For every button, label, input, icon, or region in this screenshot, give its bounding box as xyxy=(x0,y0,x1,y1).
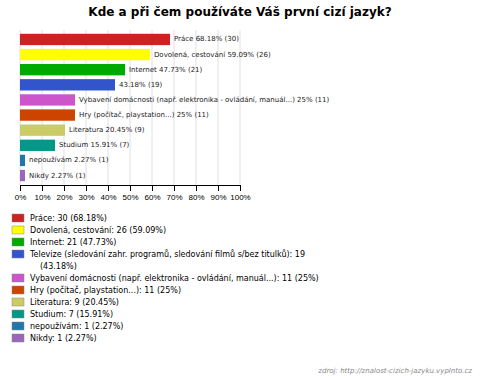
tick-label: 20% xyxy=(56,193,72,202)
tick: 50% xyxy=(122,185,138,202)
bar-label: 43.18% (19) xyxy=(119,81,163,89)
legend-item: nepoužívám: 1 (2.27%) xyxy=(12,322,123,331)
legend-label: Práce: 30 (68.18%) xyxy=(30,214,107,223)
tick-label: 30% xyxy=(78,193,94,202)
legend-swatch xyxy=(12,334,24,342)
bar-label: Hry (počítač, playstation...) 25% (11) xyxy=(79,111,209,119)
source: zdroj: http://znalost-cizich-jazyku.vypl… xyxy=(317,367,472,375)
tick-mark xyxy=(240,185,241,191)
legend-item: Vybavení domácnosti (např. elektronika -… xyxy=(12,274,319,283)
legend-swatch xyxy=(12,214,24,222)
tick-label: 10% xyxy=(34,193,50,202)
legend-label: Vybavení domácnosti (např. elektronika -… xyxy=(30,274,319,283)
axis-line xyxy=(21,186,241,192)
tick: 40% xyxy=(100,185,116,202)
legend-item: Internet: 21 (47.73%) xyxy=(12,238,116,247)
bar xyxy=(20,109,75,120)
tick-label: 0% xyxy=(15,193,27,202)
legend-swatch xyxy=(12,310,24,318)
bar xyxy=(20,49,150,60)
tick: 100% xyxy=(230,185,250,202)
bar-labels: Práce 68.18% (30) Dovolená, cestování 59.… xyxy=(29,35,330,179)
bars xyxy=(20,34,170,181)
tick: 80% xyxy=(188,185,204,202)
tick-mark xyxy=(20,185,21,191)
legend-swatch xyxy=(12,238,24,246)
tick: 30% xyxy=(78,185,94,202)
legend-label: nepoužívám: 1 (2.27%) xyxy=(30,322,123,331)
bar xyxy=(20,140,55,151)
tick-label: 40% xyxy=(100,193,116,202)
plot: Práce 68.18% (30) Dovolená, cestování 59.… xyxy=(15,30,330,202)
chart: Kde a při čem používáte Váš první cizí j… xyxy=(0,0,480,379)
legend-swatch xyxy=(12,322,24,330)
bar-label: Vybavení domácnosti (např. elektronika -… xyxy=(79,96,330,104)
legend-swatch xyxy=(12,250,24,258)
legend-item: Dovolená, cestování: 26 (59.09%) xyxy=(12,226,166,235)
legend-item: Studium: 7 (15.91%) xyxy=(12,310,113,319)
bar xyxy=(20,79,115,90)
legend-label: Studium: 7 (15.91%) xyxy=(30,310,113,319)
bar-label: Literatura 20.45% (9) xyxy=(69,126,145,134)
bar-label: Studium 15.91% (7) xyxy=(59,141,130,149)
legend-label: Televize (sledování zahr. programů, sled… xyxy=(29,249,305,271)
legend-label: Nikdy: 1 (2.27%) xyxy=(30,334,97,343)
title: Kde a při čem používáte Váš první cizí j… xyxy=(88,5,391,19)
legend-item: Práce: 30 (68.18%) xyxy=(12,214,107,223)
tick: 20% xyxy=(56,185,72,202)
bar xyxy=(20,34,170,45)
legend-label: Literatura: 9 (20.45%) xyxy=(30,298,119,307)
legend-swatch xyxy=(12,298,24,306)
legend-item: Literatura: 9 (20.45%) xyxy=(12,298,119,307)
tick: 10% xyxy=(34,185,50,202)
bar xyxy=(20,125,65,136)
legend-label: Dovolená, cestování: 26 (59.09%) xyxy=(30,226,166,235)
legend: Práce: 30 (68.18%) Dovolená, cestování: 2… xyxy=(12,214,319,343)
tick-mark xyxy=(86,185,87,191)
tick-mark xyxy=(152,185,153,191)
bar xyxy=(20,94,75,105)
legend-item: Televize (sledování zahr. programů, sled… xyxy=(12,249,305,271)
legend-item: Hry (počítač, playstation...): 11 (25%) xyxy=(12,285,181,295)
tick: 90% xyxy=(210,185,226,202)
legend-item: Nikdy: 1 (2.27%) xyxy=(12,334,97,343)
bar-label: Práce 68.18% (30) xyxy=(174,35,239,43)
tick-label: 100% xyxy=(230,193,250,202)
grid-line xyxy=(152,30,153,185)
bar-label: nepoužívám 2.27% (1) xyxy=(29,156,109,164)
tick-label: 70% xyxy=(166,193,182,202)
tick-mark xyxy=(218,185,219,191)
tick-mark xyxy=(196,185,197,191)
bar xyxy=(20,64,125,75)
tick-label: 90% xyxy=(210,193,226,202)
tick: 70% xyxy=(166,185,182,202)
legend-label: Internet: 21 (47.73%) xyxy=(30,238,116,247)
tick-label: 50% xyxy=(122,193,138,202)
bar-label: Dovolená, cestování 59.09% (26) xyxy=(154,51,271,59)
tick: 0% xyxy=(15,185,27,202)
tick-mark xyxy=(174,185,175,191)
tick-label: 60% xyxy=(144,193,160,202)
legend-swatch xyxy=(12,286,24,294)
tick-mark xyxy=(130,185,131,191)
legend-label: Hry (počítač, playstation...): 11 (25%) xyxy=(30,285,181,295)
x-axis: 0% 10% 20% 30% 40% 50% 60% 70% 80% 90% 100% xyxy=(15,185,251,202)
tick-label: 80% xyxy=(188,193,204,202)
tick-mark xyxy=(108,185,109,191)
bar xyxy=(20,170,25,181)
tick: 60% xyxy=(144,185,160,202)
tick-mark xyxy=(42,185,43,191)
bar xyxy=(20,155,25,166)
bar-label: Internet 47.73% (21) xyxy=(129,66,203,74)
legend-swatch xyxy=(12,226,24,234)
tick-mark xyxy=(64,185,65,191)
legend-swatch xyxy=(12,274,24,282)
bar-label: Nikdy 2.27% (1) xyxy=(29,172,86,180)
